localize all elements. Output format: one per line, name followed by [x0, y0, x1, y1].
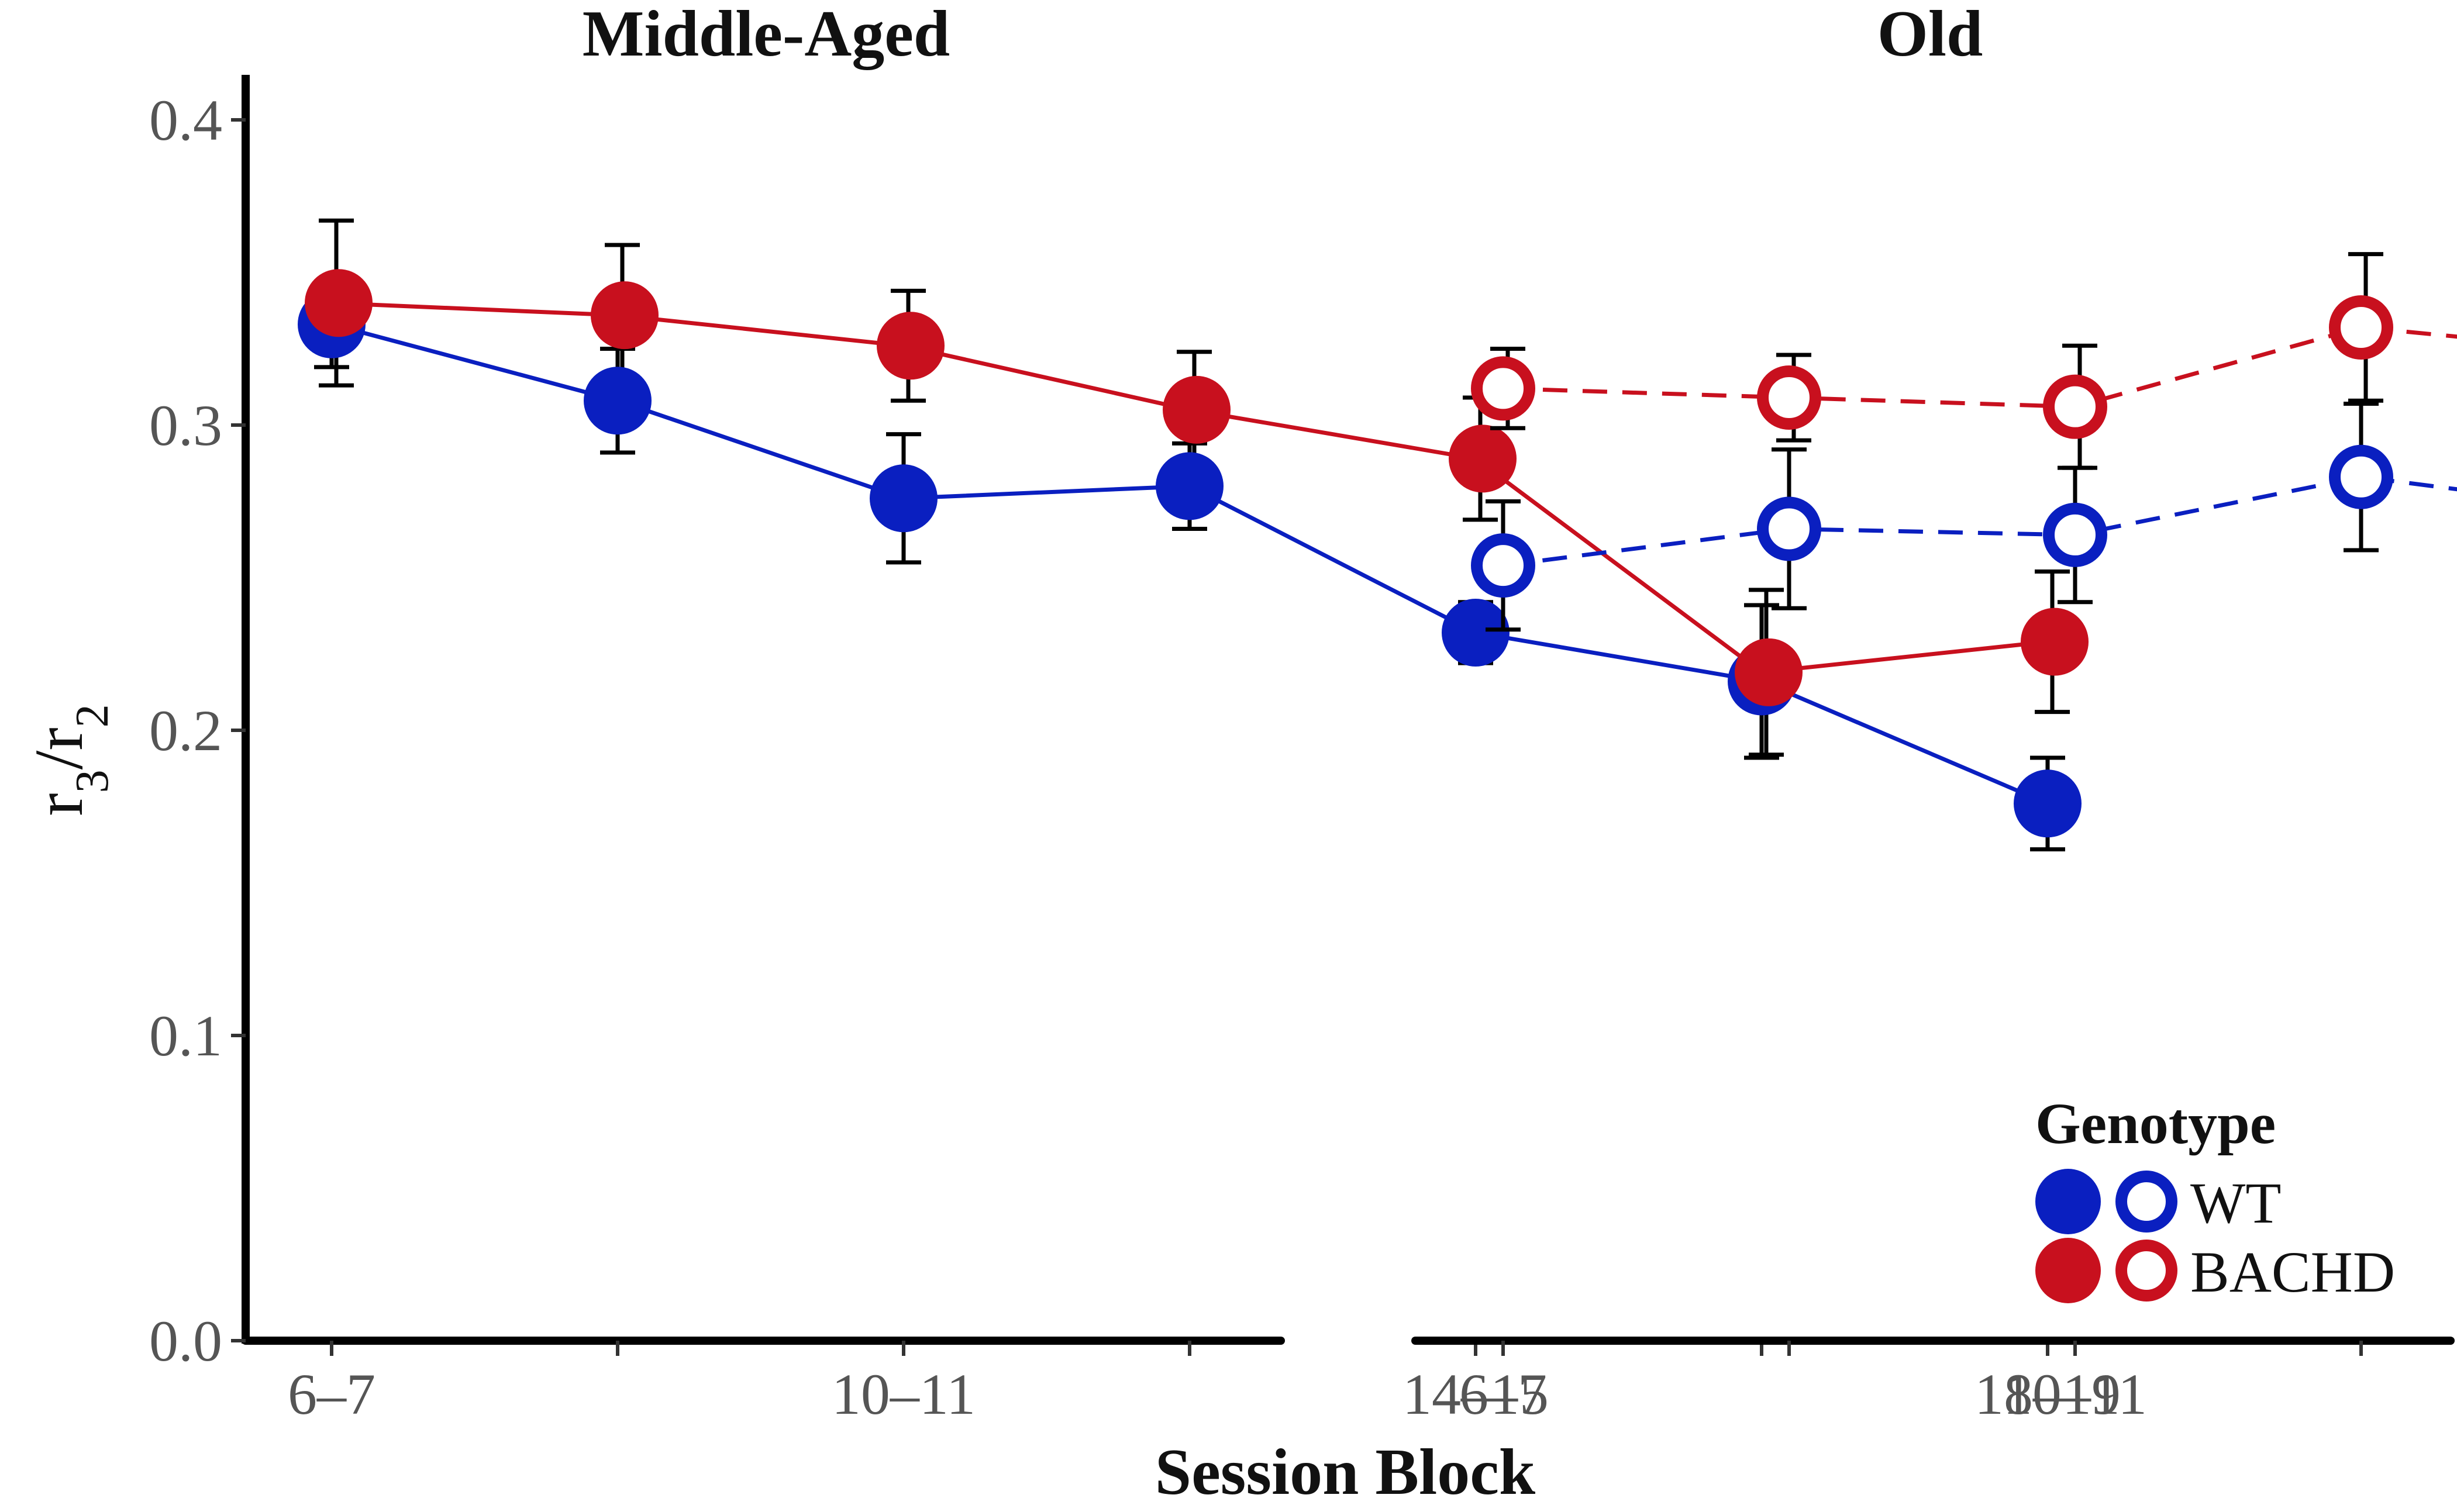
- legend-swatch-filled: [2035, 1169, 2101, 1234]
- data-point-wt: [2043, 502, 2107, 567]
- legend-title: Genotype: [2035, 1091, 2276, 1156]
- y-title-slash: /: [20, 750, 97, 769]
- data-point-wt: [1156, 452, 1224, 520]
- data-point-wt: [1471, 533, 1535, 598]
- x-tick-label: 18–19: [1974, 1362, 2121, 1427]
- data-point-bachd: [1735, 638, 1803, 706]
- data-point-bachd: [2043, 374, 2107, 439]
- legend-swatch-open: [2115, 1240, 2177, 1302]
- data-point-bachd: [1163, 375, 1231, 444]
- panel-title: Middle-Aged: [583, 0, 950, 70]
- y-axis-title: r3/r2: [20, 704, 118, 816]
- data-point-bachd: [1471, 356, 1535, 421]
- legend-swatch-open: [2115, 1171, 2177, 1233]
- legend-entry-bachd: BACHD: [2035, 1238, 2395, 1304]
- y-tick-label: 0.3: [149, 393, 222, 458]
- data-point-wt: [1442, 598, 1510, 667]
- x-tick-label: 10–11: [832, 1362, 976, 1427]
- data-point-wt: [1757, 496, 1821, 561]
- y-title-base-2: r: [20, 727, 97, 750]
- y-axis: 0.0 0.1 0.2 0.3 0.4: [149, 75, 250, 1373]
- data-point-bachd: [2329, 295, 2393, 360]
- data-point-bachd: [877, 312, 945, 380]
- legend-label: BACHD: [2190, 1240, 2395, 1304]
- data-point-bachd: [1449, 424, 1517, 493]
- data-point-wt: [584, 367, 652, 435]
- y-title-sub-1: 3: [67, 769, 118, 793]
- panel-title: Old: [1877, 0, 1983, 70]
- x-tick-label: 6–7: [288, 1362, 375, 1427]
- x-tick-label: 14–15: [1402, 1362, 1549, 1427]
- data-point-bachd: [591, 281, 659, 350]
- legend-swatch-filled: [2035, 1238, 2101, 1303]
- y-title-base-1: r: [20, 793, 97, 816]
- legend-entry-wt: WT: [2035, 1169, 2281, 1235]
- y-tick-label: 0.0: [149, 1309, 222, 1373]
- data-point-bachd: [2021, 607, 2089, 676]
- y-tick-label: 0.4: [149, 88, 222, 153]
- data-point-bachd: [1757, 365, 1821, 430]
- series-line-wt: [1503, 475, 2457, 568]
- y-tick-label: 0.2: [149, 698, 222, 763]
- x-tick-label: 10–11: [2003, 1362, 2147, 1427]
- data-point-wt: [2329, 444, 2393, 509]
- axis-titles: Session Block r3/r2: [20, 704, 1536, 1508]
- y-tick-label: 0.1: [149, 1003, 222, 1068]
- y-title-sub-2: 2: [67, 704, 118, 727]
- x-axis-title: Session Block: [1155, 1436, 1536, 1508]
- x-tick-label: 6–7: [1459, 1362, 1547, 1427]
- series-line-bachd: [1503, 325, 2457, 409]
- data-point-wt: [2014, 769, 2082, 838]
- data-point-bachd: [305, 269, 373, 337]
- panel-middle-aged: Middle-Aged 6–7 10–11 14–15 18–19: [242, 0, 2121, 1427]
- legend-label: WT: [2190, 1171, 2281, 1235]
- data-point-wt: [870, 464, 938, 533]
